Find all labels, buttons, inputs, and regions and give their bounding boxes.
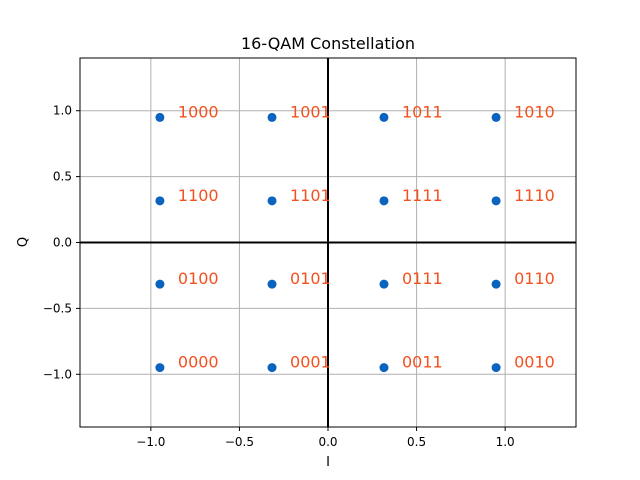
constellation-point (379, 196, 389, 206)
x-axis-label: I (326, 455, 330, 470)
constellation-point (379, 112, 389, 122)
constellation-point (155, 279, 165, 289)
constellation-point (155, 196, 165, 206)
x-tick-label: 0.0 (318, 435, 337, 449)
y-axis-label: Q (16, 237, 31, 247)
point-bit-label: 0001 (290, 353, 331, 372)
point-labels: 1000 1001 1011 1010 1100 1101 1111 1110 0100 0101… (178, 102, 555, 371)
constellation-point (267, 112, 277, 122)
constellation-point (491, 279, 501, 289)
point-bit-label: 1000 (178, 102, 219, 121)
point-bit-label: 0100 (178, 269, 219, 288)
point-bit-label: 0110 (514, 269, 555, 288)
point-bit-label: 0011 (402, 353, 443, 372)
point-bit-label: 0101 (290, 269, 331, 288)
constellation-point (267, 196, 277, 206)
point-bit-label: 1011 (402, 102, 443, 121)
point-bit-label: 1001 (290, 102, 331, 121)
zero-lines (80, 58, 576, 427)
y-tick-label: 1.0 (53, 104, 72, 118)
point-bit-label: 1010 (514, 102, 555, 121)
constellation-point (379, 363, 389, 373)
y-tick-label: −0.5 (43, 301, 72, 315)
data-points (155, 112, 501, 373)
constellation-point (491, 112, 501, 122)
y-tick-label: −1.0 (43, 367, 72, 381)
constellation-point (267, 363, 277, 373)
chart-title: 16-QAM Constellation (241, 34, 415, 53)
point-bit-label: 0111 (402, 269, 443, 288)
constellation-point (155, 112, 165, 122)
constellation-point (155, 363, 165, 373)
x-tick-label: 1.0 (496, 435, 515, 449)
point-bit-label: 1110 (514, 186, 555, 205)
constellation-point (379, 279, 389, 289)
y-tick-label: 0.5 (53, 170, 72, 184)
y-tick-label: 0.0 (53, 236, 72, 250)
point-bit-label: 0010 (514, 353, 555, 372)
point-bit-label: 1111 (402, 186, 443, 205)
x-tick-label: −1.0 (136, 435, 165, 449)
x-tick-label: −0.5 (225, 435, 254, 449)
point-bit-label: 0000 (178, 353, 219, 372)
constellation-point (491, 196, 501, 206)
constellation-point (267, 279, 277, 289)
point-bit-label: 1101 (290, 186, 331, 205)
axis-ticks: −1.0 −0.5 0.0 0.5 1.0 −1.0 −0.5 0.0 0.5 1.0 (43, 104, 515, 449)
constellation-point (491, 363, 501, 373)
x-tick-label: 0.5 (407, 435, 426, 449)
point-bit-label: 1100 (178, 186, 219, 205)
